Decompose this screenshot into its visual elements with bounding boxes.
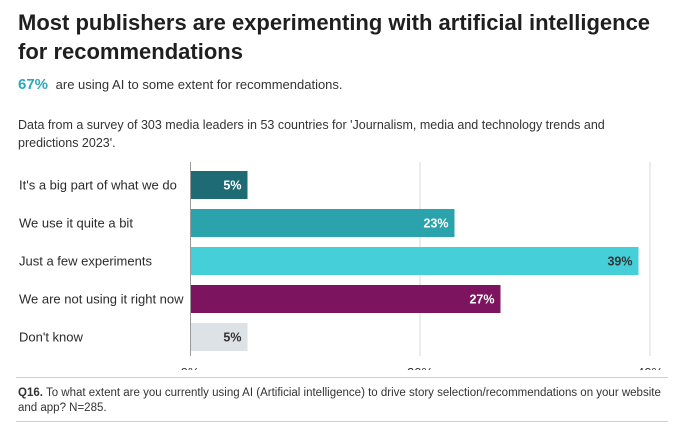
- highlight-text: are using AI to some extent for recommen…: [55, 77, 343, 92]
- question-id: Q16.: [18, 387, 43, 399]
- category-label-we-are-not-using-it-right-now: We are not using it right now: [19, 292, 184, 307]
- bar-we-use-it-quite-a-bit: [190, 209, 455, 237]
- highlight-value: 67%: [18, 76, 49, 93]
- data-label-we-use-it-quite-a-bit: 23%: [423, 217, 448, 231]
- footnote: Q16. To what extent are you currently us…: [18, 386, 668, 416]
- x-tick-label-20: 20%: [407, 365, 433, 370]
- divider: [16, 377, 668, 378]
- x-tick-label-0: 0%: [181, 365, 200, 370]
- question-text: To what extent are you currently using A…: [18, 387, 661, 414]
- data-label-don-t-know: 5%: [223, 331, 241, 345]
- bar-we-are-not-using-it-right-now: [190, 285, 501, 313]
- bar-it-s-a-big-part-of-what-we-do: [190, 171, 248, 199]
- data-label-it-s-a-big-part-of-what-we-do: 5%: [223, 179, 241, 193]
- category-label-don-t-know: Don't know: [19, 330, 84, 345]
- data-label-we-are-not-using-it-right-now: 27%: [469, 293, 494, 307]
- bar-chart: It's a big part of what we do 5% We use it…: [19, 162, 663, 370]
- divider-bottom: [16, 421, 668, 422]
- category-label-just-a-few-experiments: Just a few experiments: [19, 254, 152, 269]
- data-label-just-a-few-experiments: 39%: [607, 255, 632, 269]
- bar-don-t-know: [190, 323, 248, 351]
- chart-description: Data from a survey of 303 media leaders …: [18, 118, 605, 150]
- bar-just-a-few-experiments: [190, 247, 639, 275]
- category-label-we-use-it-quite-a-bit: We use it quite a bit: [19, 216, 133, 231]
- x-tick-label-40: 40%: [637, 365, 663, 370]
- category-label-it-s-a-big-part-of-what-we-do: It's a big part of what we do: [19, 178, 177, 193]
- chart-title: Most publishers are experimenting with a…: [18, 10, 651, 64]
- subtitle: 67% are using AI to some extent for reco…: [18, 76, 343, 93]
